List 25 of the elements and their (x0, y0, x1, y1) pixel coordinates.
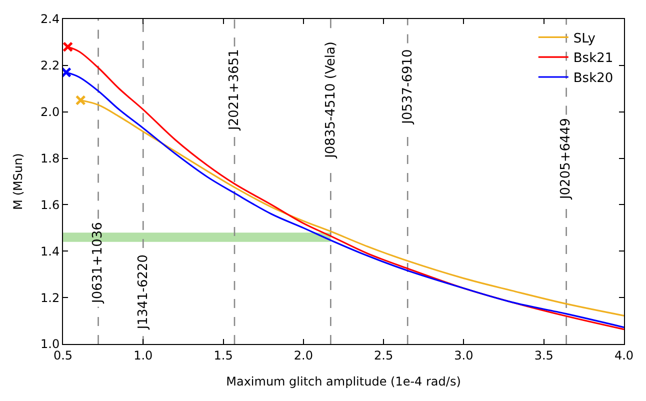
y-tick-label: 2.4 (40, 12, 60, 26)
ref-line-label: J2021+3651 (227, 49, 242, 132)
x-tick-label: 1.0 (134, 348, 153, 362)
x-tick-label: 2.5 (374, 348, 394, 362)
y-tick-label: 2.2 (40, 58, 60, 73)
ref-line-label: J0537-6910 (400, 49, 416, 125)
x-tick-label: 4.0 (614, 348, 634, 362)
x-tick-label: 3.5 (534, 348, 554, 362)
ref-line-label: J0205+6449 (558, 118, 574, 200)
ref-line-label: J1341-6220 (136, 254, 152, 330)
ref-line-label: J0631+1036 (90, 222, 106, 304)
y-tick-label: 2.0 (40, 105, 60, 120)
x-tick-label: 2.0 (294, 348, 313, 362)
y-tick-label: 1.4 (40, 244, 60, 258)
x-axis-title: Maximum glitch amplitude (1e-4 rad/s) (226, 374, 461, 388)
x-tick-label: 1.5 (214, 348, 233, 362)
y-tick-label: 1.8 (40, 151, 60, 166)
y-axis-title: M (MSun) (10, 153, 25, 210)
legend-label: SLy (573, 31, 596, 46)
y-tick-label: 1.2 (40, 290, 60, 305)
legend-label: Bsk20 (573, 71, 614, 86)
legend-label: Bsk21 (573, 51, 614, 66)
y-tick-label: 1.6 (40, 198, 60, 212)
ref-line-label: J0835-4510 (Vela) (323, 41, 338, 159)
x-tick-label: 3.0 (454, 348, 474, 362)
